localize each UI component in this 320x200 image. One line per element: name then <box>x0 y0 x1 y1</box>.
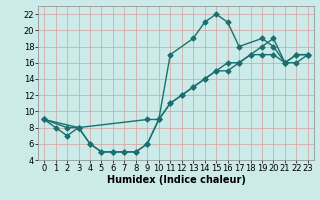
X-axis label: Humidex (Indice chaleur): Humidex (Indice chaleur) <box>107 175 245 185</box>
